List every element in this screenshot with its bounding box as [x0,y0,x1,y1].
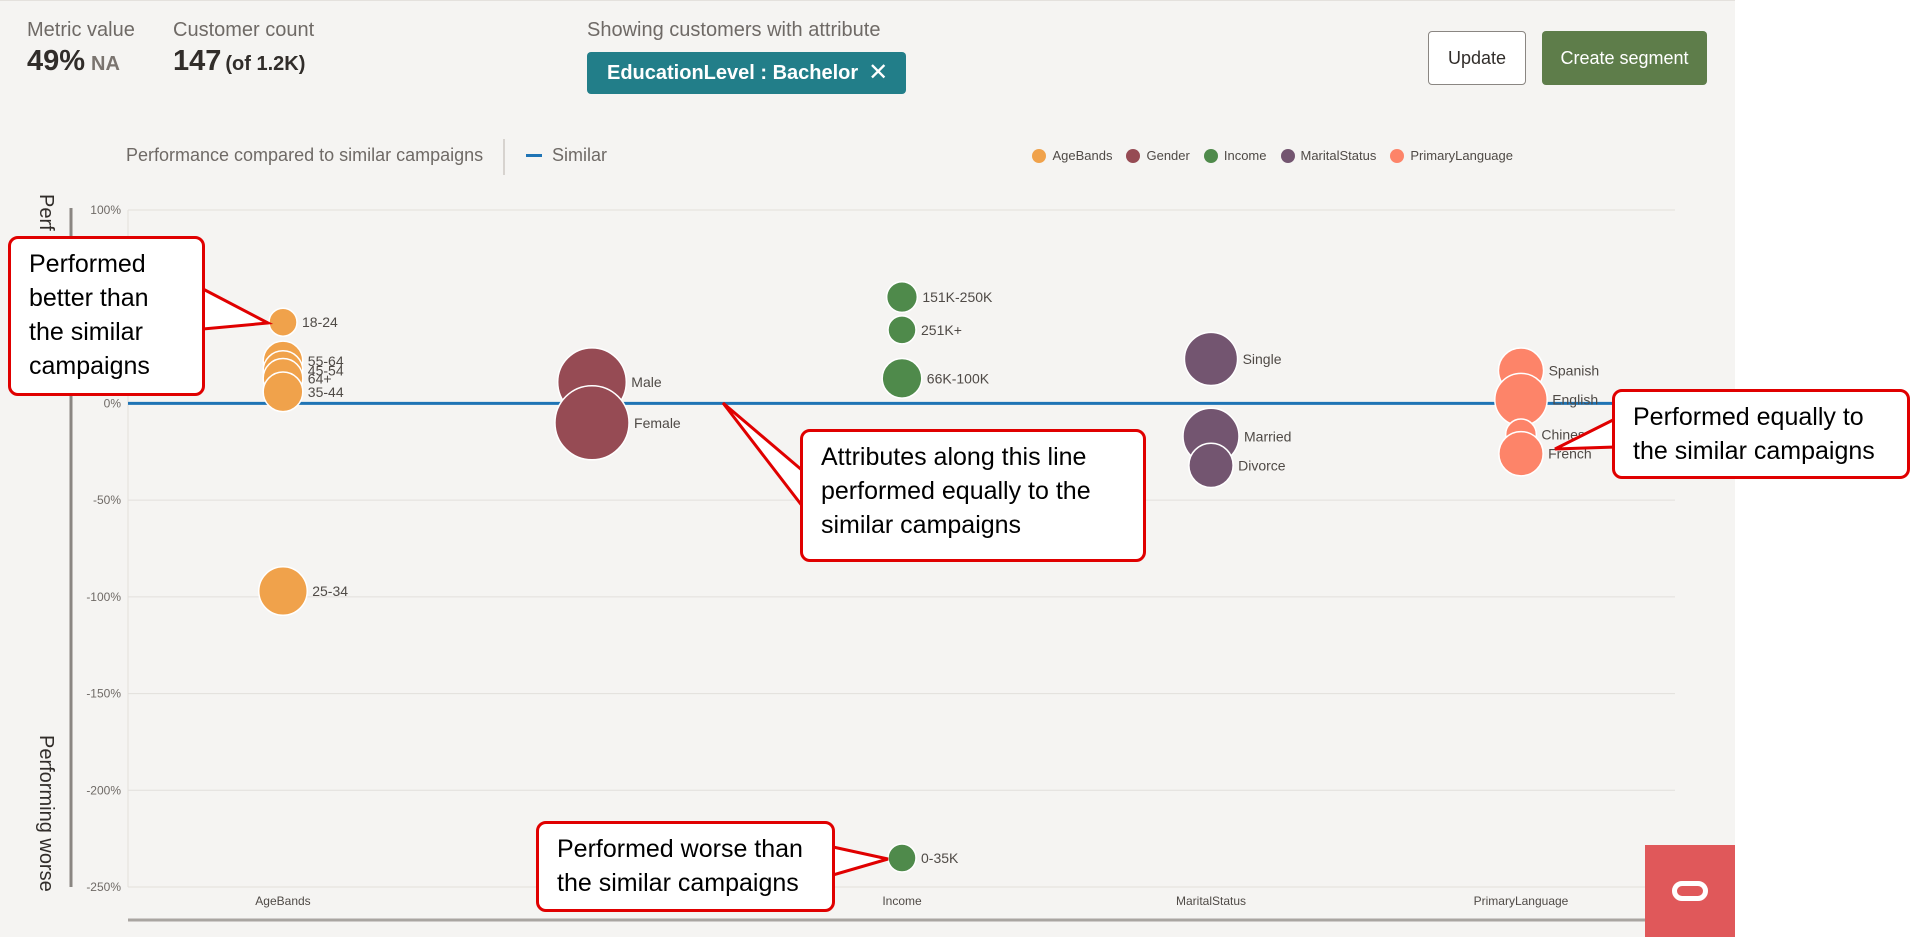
filter-label: Showing customers with attribute [587,19,881,41]
data-label: 151K-250K [922,289,993,305]
similar-label: Similar [552,145,608,165]
data-label: Single [1243,351,1282,367]
data-label: Spanish [1549,363,1600,379]
data-label: 251K+ [921,322,962,338]
data-bubble [1188,442,1234,489]
legend-item-primarylanguage[interactable]: PrimaryLanguage [1390,148,1513,163]
data-label: 18-24 [302,314,338,330]
legend-dot [1390,148,1405,163]
oracle-badge[interactable] [1645,845,1735,937]
callout-tail-line [721,401,805,512]
bubble-chart: 100% 0% -50% -100% -150% -200% -250% Perf Perfor… [35,194,1675,922]
metric-sub: NA [91,53,120,75]
data-label: 0-35K [921,850,959,866]
legend-label: PrimaryLanguage [1410,148,1513,163]
update-button[interactable]: Update [1428,31,1526,85]
close-icon[interactable]: ✕ [868,59,889,86]
data-bubble [881,357,923,399]
oracle-icon [1672,881,1708,901]
data-label: 25-34 [312,583,348,599]
legend-dot [1203,148,1218,163]
data-bubble [887,315,917,345]
y-axis-label-bottom: Performing worse [35,735,57,892]
data-label: 55-64 [308,353,344,369]
legend-dot [1126,148,1141,163]
chart-title: Performance compared to similar campaign… [126,145,484,165]
customer-count-number: 147 [173,45,222,77]
attribute-filter-chip[interactable]: EducationLevel : Bachelor ✕ [587,52,907,94]
legend-dot [1280,148,1295,163]
data-label: 64+ [308,370,332,386]
similar-line-swatch [526,154,542,157]
data-label: 66K-100K [927,370,990,386]
legend-item-maritalstatus[interactable]: MaritalStatus [1280,148,1377,163]
metric-label: Metric value [27,19,135,41]
x-tick-label: Income [882,894,922,908]
legend-item-income[interactable]: Income [1203,148,1267,163]
y-tick-label: -250% [86,880,121,894]
customer-count-label: Customer count [173,19,315,41]
data-bubble [554,384,630,461]
legend-label: Gender [1146,148,1190,163]
data-bubble [258,566,308,617]
data-label: 45-54 [308,363,344,379]
callout-worse: Performed worse than the similar campaig… [536,821,835,912]
y-tick-label: -200% [86,783,121,797]
data-bubble [1498,430,1544,477]
customer-count-value: 147 (of 1.2K) [173,45,305,78]
metric-percent: 49% [27,45,86,77]
customer-count-total: (of 1.2K) [225,53,306,75]
data-bubble [885,280,919,314]
y-axis-label-top: Perf [35,194,57,231]
data-label: 35-44 [308,384,344,400]
filter-chip-label: EducationLevel : Bachelor [607,61,859,84]
create-segment-button[interactable]: Create segment [1542,31,1707,85]
callout-tail-better [201,286,274,331]
data-bubble [1494,372,1548,427]
data-bubble [268,307,298,337]
data-label: Divorce [1238,457,1286,473]
similar-legend: Similar [526,145,607,166]
series-gender: Male Female [554,347,681,461]
legend-dot [1032,148,1047,163]
legend-item-gender[interactable]: Gender [1126,148,1190,163]
callout-equal: Performed equally to the similar campaig… [1612,389,1910,479]
data-bubble [1183,331,1239,387]
chart-legend: AgeBands Gender Income MaritalStatus Primary… [1032,148,1513,163]
legend-label: Income [1223,148,1267,163]
callout-better: Performed better than the similar campai… [8,236,205,396]
y-tick-label: -150% [86,687,121,701]
title-divider [503,139,505,175]
callout-line: Attributes along this line performed equ… [800,429,1146,562]
y-tick-label: -100% [86,590,121,604]
data-label: Female [634,415,681,431]
data-label: English [1552,392,1598,408]
series-maritalstatus: Single Married Divorce [1182,331,1291,489]
x-tick-label: AgeBands [255,894,310,908]
data-label: Married [1244,428,1291,444]
y-tick-label: 100% [90,203,121,217]
legend-label: AgeBands [1052,148,1113,163]
data-label: Male [631,374,662,390]
legend-item-agebands[interactable]: AgeBands [1032,148,1112,163]
x-tick-label: PrimaryLanguage [1474,894,1569,908]
x-tick-label: MaritalStatus [1176,894,1246,908]
data-bubble [262,371,304,413]
legend-label: MaritalStatus [1300,148,1377,163]
callout-tail-worse [831,845,889,877]
metric-value: 49% NA [27,45,120,78]
y-tick-label: 0% [104,396,122,410]
series-income: 151K-250K 251K+ 66K-100K 0-35K [881,280,993,873]
data-bubble [887,843,917,873]
y-tick-label: -50% [93,493,121,507]
